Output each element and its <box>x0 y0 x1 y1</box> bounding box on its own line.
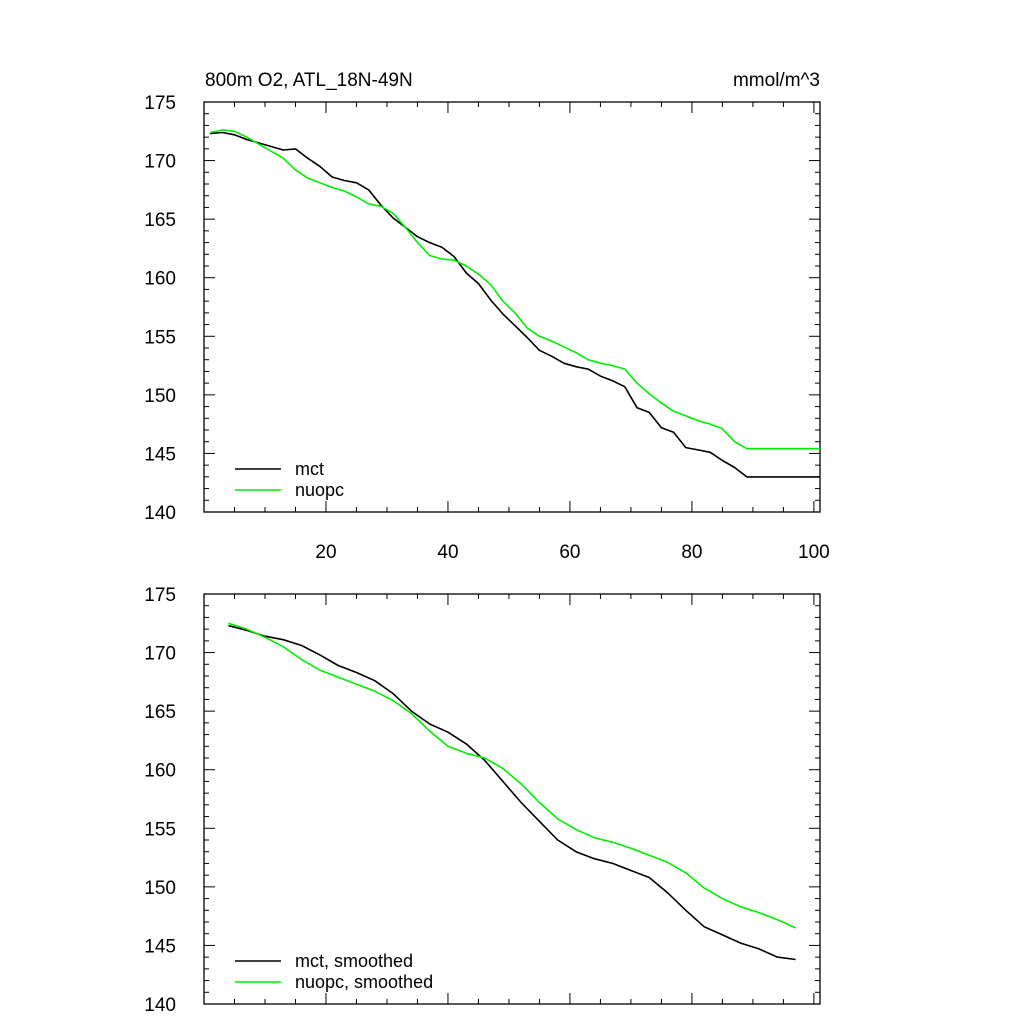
x-tick-label: 60 <box>559 542 580 563</box>
panel-smoothed: 140 145 150 155 160 165 170 175 mct, smoothednuo… <box>144 585 821 1016</box>
y-tick-label: 160 <box>144 761 176 782</box>
y-tick-label: 170 <box>144 644 176 665</box>
plot-frame <box>203 101 821 513</box>
units-label: mmol/m^3 <box>733 70 820 91</box>
y-tick-label: 160 <box>144 269 176 290</box>
x-tick-label: 20 <box>315 542 336 563</box>
y-tick-label: 165 <box>144 702 176 723</box>
legend-label: nuopc <box>295 480 344 500</box>
series-line-nuopc <box>209 129 820 450</box>
series-line-mct <box>210 131 820 478</box>
y-tick-label: 170 <box>144 152 176 173</box>
y-tick-label: 150 <box>144 386 176 407</box>
legend-label: mct, smoothed <box>295 951 413 971</box>
y-tick-label: 175 <box>144 585 176 606</box>
series-line-mct-smoothed <box>228 624 796 961</box>
y-tick-label: 165 <box>144 210 176 231</box>
y-tick-label: 155 <box>144 819 176 840</box>
y-tick-label: 175 <box>144 93 176 114</box>
y-tick-label: 145 <box>144 936 176 957</box>
series-line-nuopc-smoothed <box>228 622 796 929</box>
y-tick-label: 150 <box>144 878 176 899</box>
y-tick-label: 145 <box>144 444 176 465</box>
chart-title: 800m O2, ATL_18N-49N <box>205 70 413 91</box>
legend-label: nuopc, smoothed <box>295 972 433 992</box>
x-tick-label: 100 <box>798 542 830 563</box>
y-tick-label: 140 <box>144 995 176 1016</box>
y-tick-label: 140 <box>144 503 176 524</box>
panel-raw: 800m O2, ATL_18N-49N mmol/m^3 140 145 150 1… <box>144 70 829 563</box>
plot-frame <box>203 593 821 1005</box>
x-tick-label: 80 <box>681 542 702 563</box>
x-tick-label: 40 <box>437 542 458 563</box>
y-tick-label: 155 <box>144 327 176 348</box>
legend-label: mct <box>295 459 324 479</box>
